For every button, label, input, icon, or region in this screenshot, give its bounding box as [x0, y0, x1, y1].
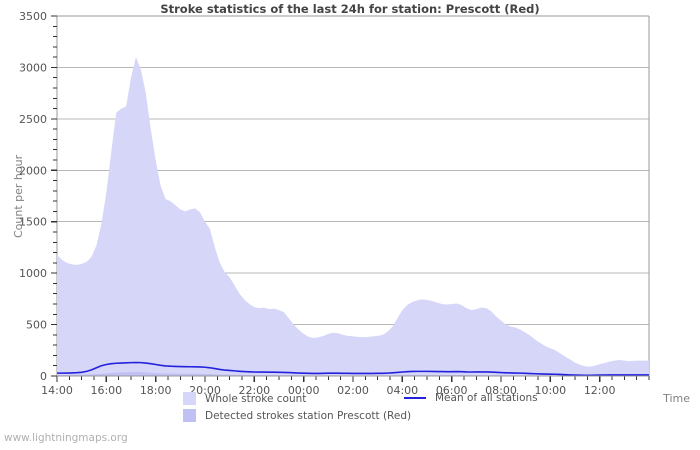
x-tick-label: 00:00 — [288, 384, 320, 397]
line-mean-of-all-stations — [57, 361, 649, 377]
x-tick-label: 22:00 — [238, 384, 270, 397]
x-tick-label: 04:00 — [386, 384, 418, 397]
y-tick-label: 0 — [40, 370, 47, 383]
legend-label-whole-stroke-count: Whole stroke count — [205, 392, 307, 405]
x-axis-label: Time — [663, 392, 690, 405]
legend-swatch-whole-stroke-count — [183, 392, 196, 405]
x-tick-label: 14:00 — [41, 384, 73, 397]
y-tick-label: 3500 — [19, 10, 47, 23]
legend-swatch-detected-strokes — [183, 409, 196, 422]
y-tick-label: 3000 — [19, 61, 47, 74]
area-whole-stroke-count — [57, 57, 649, 376]
y-tick-label: 2000 — [19, 164, 47, 177]
x-tick-label: 06:00 — [436, 384, 468, 397]
legend-item-whole-stroke-count: Whole stroke count — [183, 392, 306, 405]
legend-line-mean-of-all-stations — [404, 397, 426, 399]
x-tick-label: 18:00 — [140, 384, 172, 397]
x-tick-label: 08:00 — [485, 384, 517, 397]
legend-item-detected-strokes: Detected strokes station Prescott (Red) — [183, 409, 411, 422]
x-tick-label: 20:00 — [189, 384, 221, 397]
x-tick-label: 12:00 — [584, 384, 616, 397]
legend: Whole stroke count Detected strokes stat… — [0, 392, 700, 428]
x-tick-label: 16:00 — [90, 384, 122, 397]
y-tick-label: 2500 — [19, 113, 47, 126]
page-title: Stroke statistics of the last 24h for st… — [160, 2, 540, 16]
legend-label-detected-strokes: Detected strokes station Prescott (Red) — [205, 409, 412, 422]
watermark: www.lightningmaps.org — [4, 432, 128, 444]
x-tick-label: 02:00 — [337, 384, 369, 397]
legend-label-mean-of-all-stations: Mean of all stations — [435, 392, 538, 404]
legend-item-mean-of-all-stations: Mean of all stations — [404, 392, 538, 404]
y-tick-label: 500 — [26, 319, 47, 332]
x-tick-label: 10:00 — [534, 384, 566, 397]
y-tick-label: 1000 — [19, 267, 47, 280]
area-detected-strokes — [57, 371, 649, 376]
y-tick-label: 1500 — [19, 216, 47, 229]
